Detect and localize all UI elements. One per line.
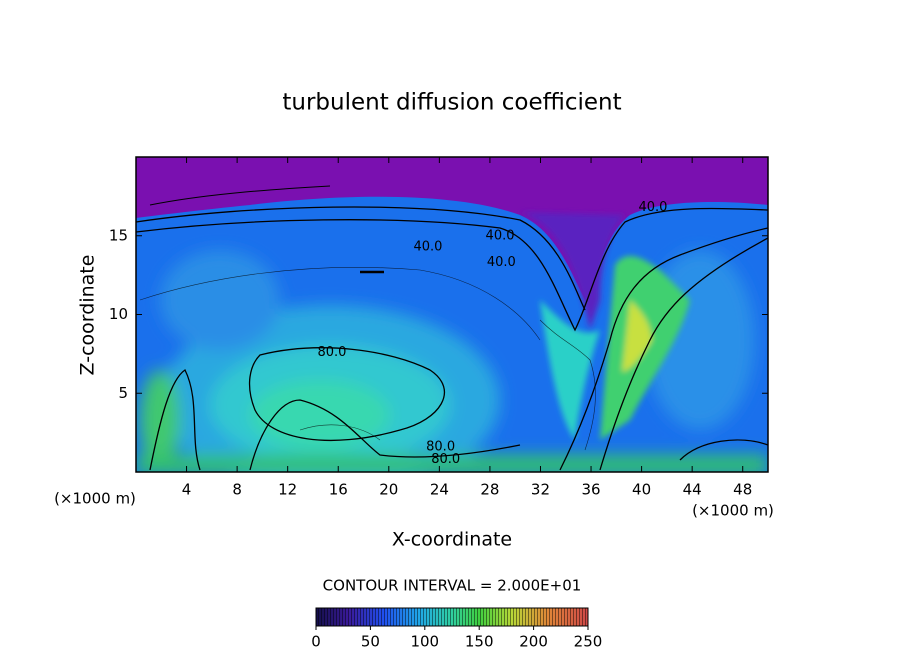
- y-axis-label: Z-coordinate: [77, 255, 99, 376]
- x-unit: (×1000 m): [692, 502, 774, 520]
- colorbar-tick-label: 100: [410, 633, 439, 651]
- y-unit: (×1000 m): [54, 490, 136, 508]
- x-tick-label: 12: [278, 481, 297, 499]
- contour-label: 40.0: [414, 239, 443, 254]
- contour-label: 40.0: [638, 200, 667, 215]
- x-tick-label: 8: [232, 481, 242, 499]
- y-tick-label: 15: [109, 226, 128, 244]
- x-tick-label: 16: [329, 481, 348, 499]
- x-tick-label: 20: [379, 481, 398, 499]
- colorbar-tick-label: 200: [519, 633, 548, 651]
- x-tick-label: 48: [733, 481, 752, 499]
- colorbar-tick-label: 150: [465, 633, 494, 651]
- colorbar-tick-label: 250: [574, 633, 603, 651]
- x-tick-label: 40: [632, 481, 651, 499]
- contour-label: 40.0: [486, 228, 515, 243]
- x-tick-label: 24: [430, 481, 449, 499]
- contour-label: 80.0: [426, 439, 455, 454]
- colorbar-frame: [315, 607, 589, 627]
- x-axis-label: X-coordinate: [392, 529, 512, 551]
- y-tick-label: 5: [118, 384, 128, 402]
- colorbar-tick-label: 50: [361, 633, 380, 651]
- x-tick-label: 4: [182, 481, 192, 499]
- field: [136, 157, 768, 472]
- contour-interval: CONTOUR INTERVAL = 2.000E+01: [323, 577, 582, 595]
- x-tick-label: 28: [480, 481, 499, 499]
- x-tick-label: 36: [581, 481, 600, 499]
- contour-label: 80.0: [317, 345, 346, 360]
- contour-label: 40.0: [487, 255, 516, 270]
- colorbar-stripes: [316, 608, 588, 626]
- x-tick-label: 32: [531, 481, 550, 499]
- colorbar-tick-label: 0: [311, 633, 321, 651]
- chart-title: turbulent diffusion coefficient: [282, 90, 621, 116]
- x-tick-label: 44: [683, 481, 702, 499]
- colorbar: [315, 607, 589, 627]
- y-tick-label: 10: [109, 305, 128, 323]
- contour-label: 80.0: [431, 452, 460, 467]
